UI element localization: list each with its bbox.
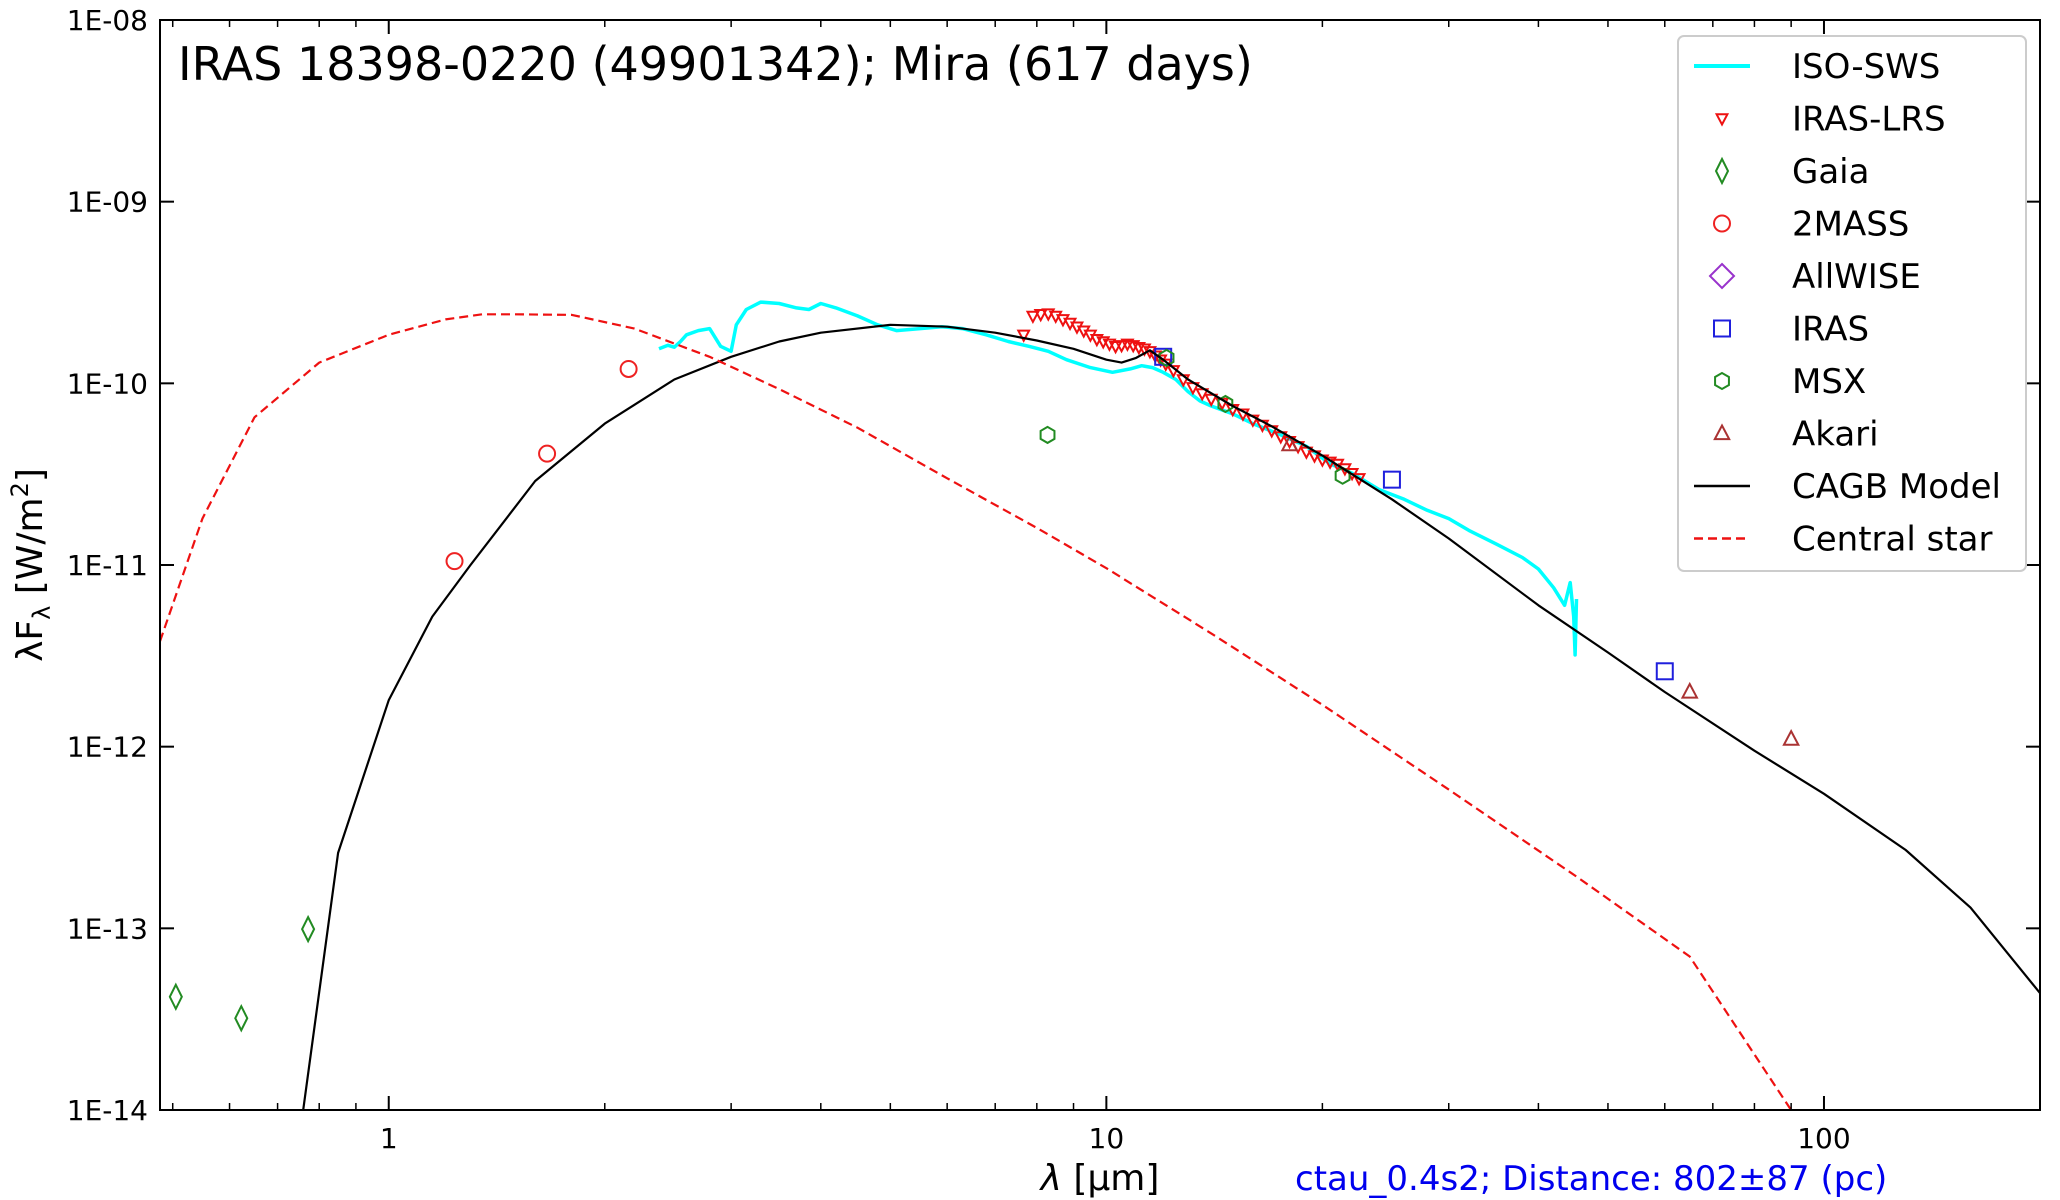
data-point-2mass: [445, 552, 464, 571]
legend-label-msx: MSX: [1792, 362, 1866, 402]
legend-marker-iras-lrs: [1714, 113, 1730, 127]
y-axis-close: ]: [10, 468, 51, 482]
data-point-iras-lrs: [1033, 309, 1048, 323]
legend-marker-gaia: [1714, 156, 1730, 186]
y-axis-superscript: 2: [6, 482, 34, 497]
x-tick-label: 100: [1797, 1122, 1850, 1155]
series-line-cagb-model: [302, 323, 2040, 1110]
legend-label-iso-sws: ISO-SWS: [1792, 47, 1940, 87]
x-axis-unit: [μm]: [1062, 1158, 1160, 1199]
legend-label-iras-lrs: IRAS-LRS: [1792, 100, 1946, 140]
legend-label-cagb-model: CAGB Model: [1792, 467, 2001, 507]
data-point-iras: [1655, 662, 1674, 681]
legend-label-2mass: 2MASS: [1792, 205, 1909, 245]
data-point-iras-lrs: [1204, 393, 1219, 408]
series-line-iso-sws: [658, 300, 1579, 657]
data-point-2mass: [538, 444, 557, 463]
data-point-iras-lrs: [1137, 343, 1152, 357]
y-tick-label: 1E-14: [67, 1094, 148, 1127]
x-axis-symbol: λ: [1039, 1158, 1062, 1199]
legend-label-iras: IRAS: [1792, 310, 1869, 350]
legend-label-akari: Akari: [1792, 415, 1879, 455]
y-tick-label: 1E-13: [67, 912, 148, 945]
plot-layer: [160, 300, 2040, 1110]
distance-footnote: ctau_0.4s2; Distance: 802±87 (pc): [1295, 1159, 1887, 1199]
series-line-central-star: [160, 313, 1793, 1110]
y-tick-label: 1E-12: [67, 731, 148, 764]
y-tick-label: 1E-11: [67, 549, 148, 582]
legend: ISO-SWS IRAS-LRS Gaia 2MASS AllWISE IRAS MSX Ak…: [1677, 35, 2027, 572]
legend-marker-allwise: [1708, 262, 1736, 290]
data-point-2mass: [619, 359, 638, 378]
data-point-iras-lrs: [1235, 408, 1251, 422]
series-group: [160, 300, 2040, 1110]
data-point-iras: [1382, 470, 1401, 489]
y-axis-main: λF: [10, 620, 51, 662]
data-point-msx: [1039, 425, 1056, 445]
x-axis-label: λ [μm]: [1039, 1158, 1160, 1199]
data-point-iras-lrs: [1114, 340, 1129, 354]
data-point-iras-lrs: [1016, 329, 1031, 343]
legend-marker-msx: [1714, 371, 1730, 391]
legend-marker-2mass: [1713, 214, 1731, 233]
y-axis-unit: [W/m: [10, 497, 51, 605]
legend-label-gaia: Gaia: [1792, 152, 1869, 192]
legend-label-allwise: AllWISE: [1792, 257, 1921, 297]
legend-label-central-star: Central star: [1792, 520, 1992, 560]
data-point-akari: [1782, 729, 1801, 746]
data-point-akari: [1680, 681, 1699, 699]
y-tick-label: 1E-08: [67, 4, 148, 37]
chart-title: IRAS 18398-0220 (49901342); Mira (617 da…: [178, 37, 1253, 91]
x-tick-label: 10: [1089, 1122, 1125, 1155]
y-axis-subscript: λ: [28, 606, 56, 620]
legend-marker-akari: [1713, 423, 1731, 441]
x-tick-label: 1: [380, 1122, 398, 1155]
data-point-gaia: [234, 1003, 249, 1033]
data-point-iras-lrs: [1025, 310, 1040, 325]
legend-box: [1677, 35, 2027, 572]
legend-marker-iras: [1713, 319, 1731, 338]
data-point-akari: [1280, 434, 1299, 452]
data-point-msx: [1217, 394, 1234, 414]
data-point-gaia: [300, 914, 316, 944]
data-point-msx: [1158, 348, 1175, 368]
y-tick-label: 1E-09: [67, 186, 148, 219]
ticks-layer: 1 10 100 1E-08 1E-09 1E-10 1E-11 1E-12 1E-13 1E-1…: [67, 4, 2040, 1155]
y-axis-label: λFλ [W/m2]: [6, 468, 56, 662]
data-point-gaia: [168, 982, 183, 1012]
y-tick-label: 1E-10: [67, 367, 148, 400]
